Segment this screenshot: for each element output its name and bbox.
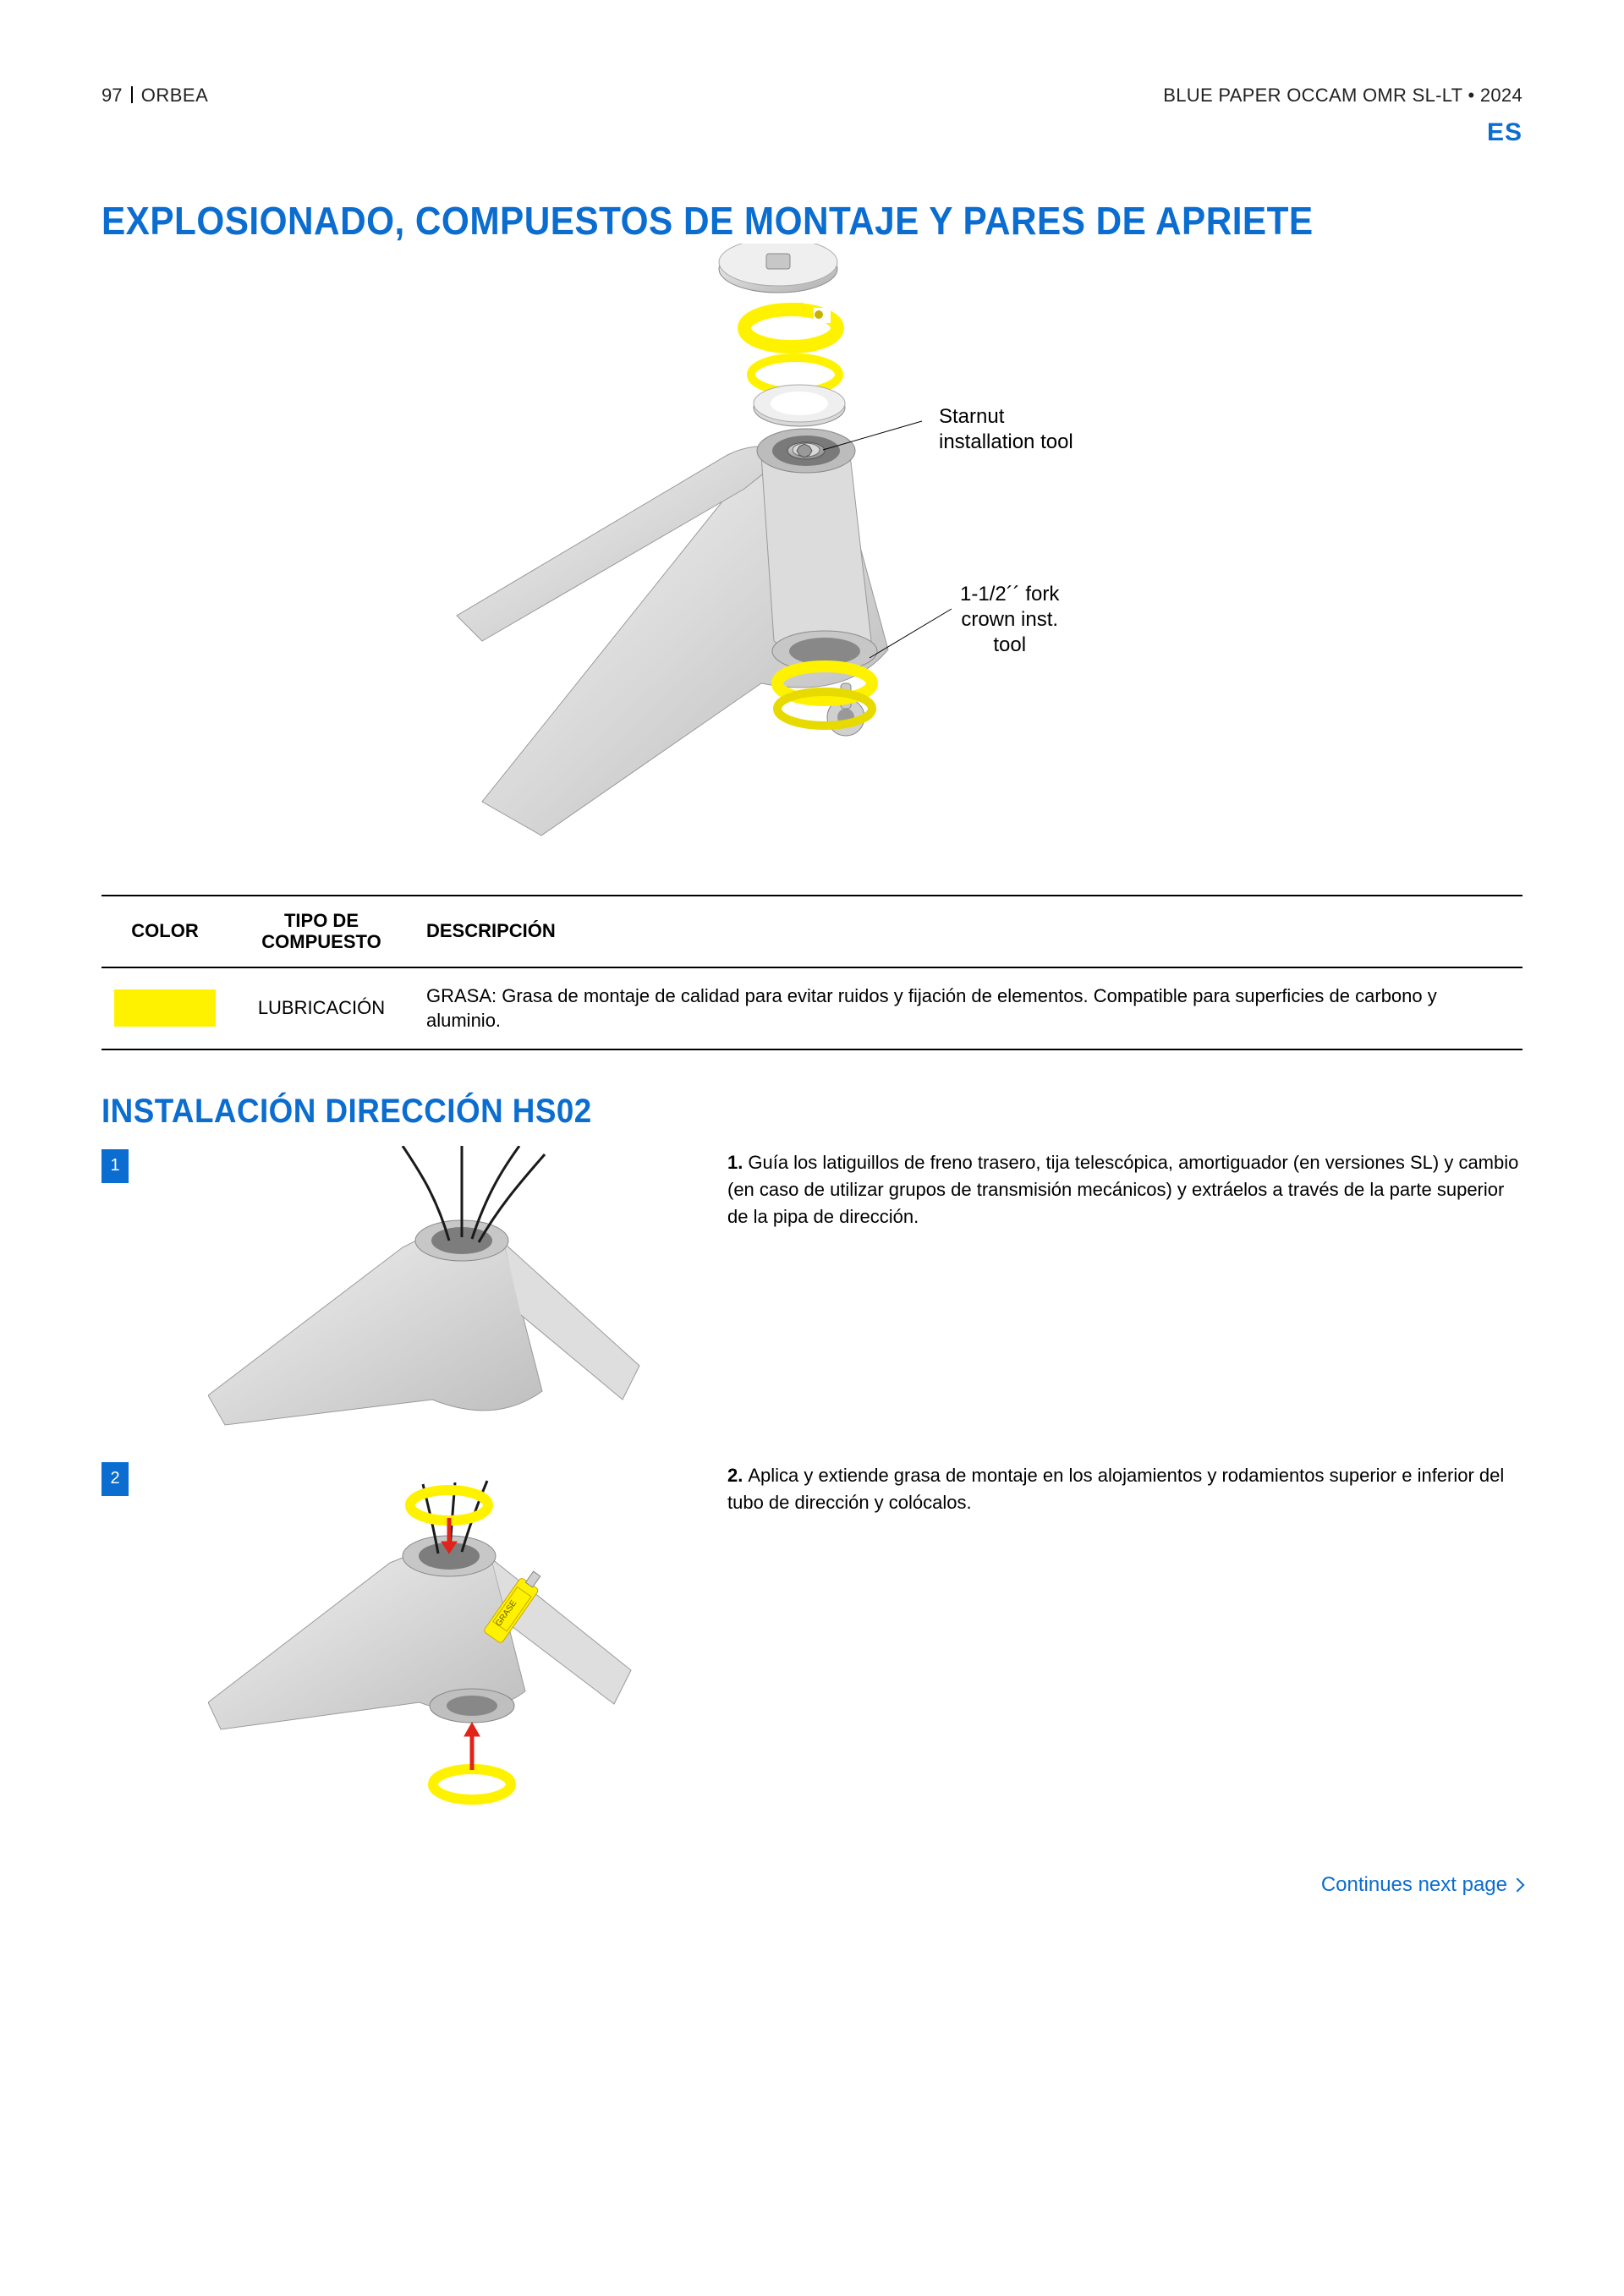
step-text: 1.Guía los latiguillos de freno trasero,… — [727, 1146, 1522, 1230]
callout-starnut: Starnut installation tool — [939, 404, 1073, 455]
page-header: 97 ORBEA BLUE PAPER OCCAM OMR SL-LT • 20… — [102, 85, 1522, 107]
exploded-diagram: Starnut installation tool 1-1/2´´ fork c… — [102, 244, 1522, 886]
continues-next-page: Continues next page — [102, 1873, 1522, 1897]
compound-table: COLOR TIPO DE COMPUESTO DESCRIPCIÓN LUBR… — [102, 895, 1522, 1050]
callout-line: 1-1/2´´ fork — [960, 582, 1059, 607]
step-row: 1 — [102, 1146, 1522, 1433]
step1-svg — [208, 1146, 648, 1433]
step-body: Guía los latiguillos de freno trasero, t… — [727, 1152, 1518, 1227]
language-badge: ES — [102, 118, 1522, 147]
callout-forkcrown: 1-1/2´´ fork crown inst. tool — [960, 582, 1059, 658]
chevron-right-icon — [1511, 1877, 1525, 1892]
cell-swatch — [102, 967, 228, 1049]
step-row: 2 — [102, 1459, 1522, 1814]
step-graphic — [157, 1146, 699, 1433]
step2-svg: GRASE — [208, 1459, 648, 1814]
document-page: 97 ORBEA BLUE PAPER OCCAM OMR SL-LT • 20… — [0, 0, 1624, 1964]
steps: 1 — [102, 1146, 1522, 1814]
step-body: Aplica y extiende grasa de montaje en lo… — [727, 1465, 1504, 1513]
cell-desc: GRASA: Grasa de montaje de calidad para … — [414, 967, 1522, 1049]
brand-name: ORBEA — [141, 85, 209, 106]
callout-line: crown inst. — [960, 607, 1059, 633]
page-number: 97 — [102, 85, 122, 106]
th-color: COLOR — [102, 896, 228, 967]
callout-line: installation tool — [939, 430, 1073, 455]
header-left: 97 ORBEA — [102, 85, 208, 107]
table-header-row: COLOR TIPO DE COMPUESTO DESCRIPCIÓN — [102, 896, 1522, 967]
cell-type: LUBRICACIÓN — [228, 967, 414, 1049]
th-desc: DESCRIPCIÓN — [414, 896, 1522, 967]
step-number: 1. — [727, 1152, 743, 1173]
th-type: TIPO DE COMPUESTO — [228, 896, 414, 967]
continues-label: Continues next page — [1321, 1873, 1507, 1896]
step-badge: 1 — [102, 1149, 129, 1183]
header-divider — [131, 86, 133, 103]
callout-line: tool — [960, 633, 1059, 658]
step-number: 2. — [727, 1465, 743, 1486]
exploded-svg — [431, 244, 1193, 886]
doc-title: BLUE PAPER OCCAM OMR SL-LT • 2024 — [1163, 85, 1522, 107]
step-text: 2.Aplica y extiende grasa de montaje en … — [727, 1459, 1522, 1516]
page-title: EXPLOSIONADO, COMPUESTOS DE MONTAJE Y PA… — [102, 198, 1409, 244]
section-subtitle: INSTALACIÓN DIRECCIÓN HS02 — [102, 1093, 1409, 1131]
step-badge: 2 — [102, 1462, 129, 1496]
callout-line: Starnut — [939, 404, 1073, 430]
color-swatch — [114, 989, 216, 1027]
step-graphic: GRASE — [157, 1459, 699, 1814]
table-row: LUBRICACIÓN GRASA: Grasa de montaje de c… — [102, 967, 1522, 1049]
